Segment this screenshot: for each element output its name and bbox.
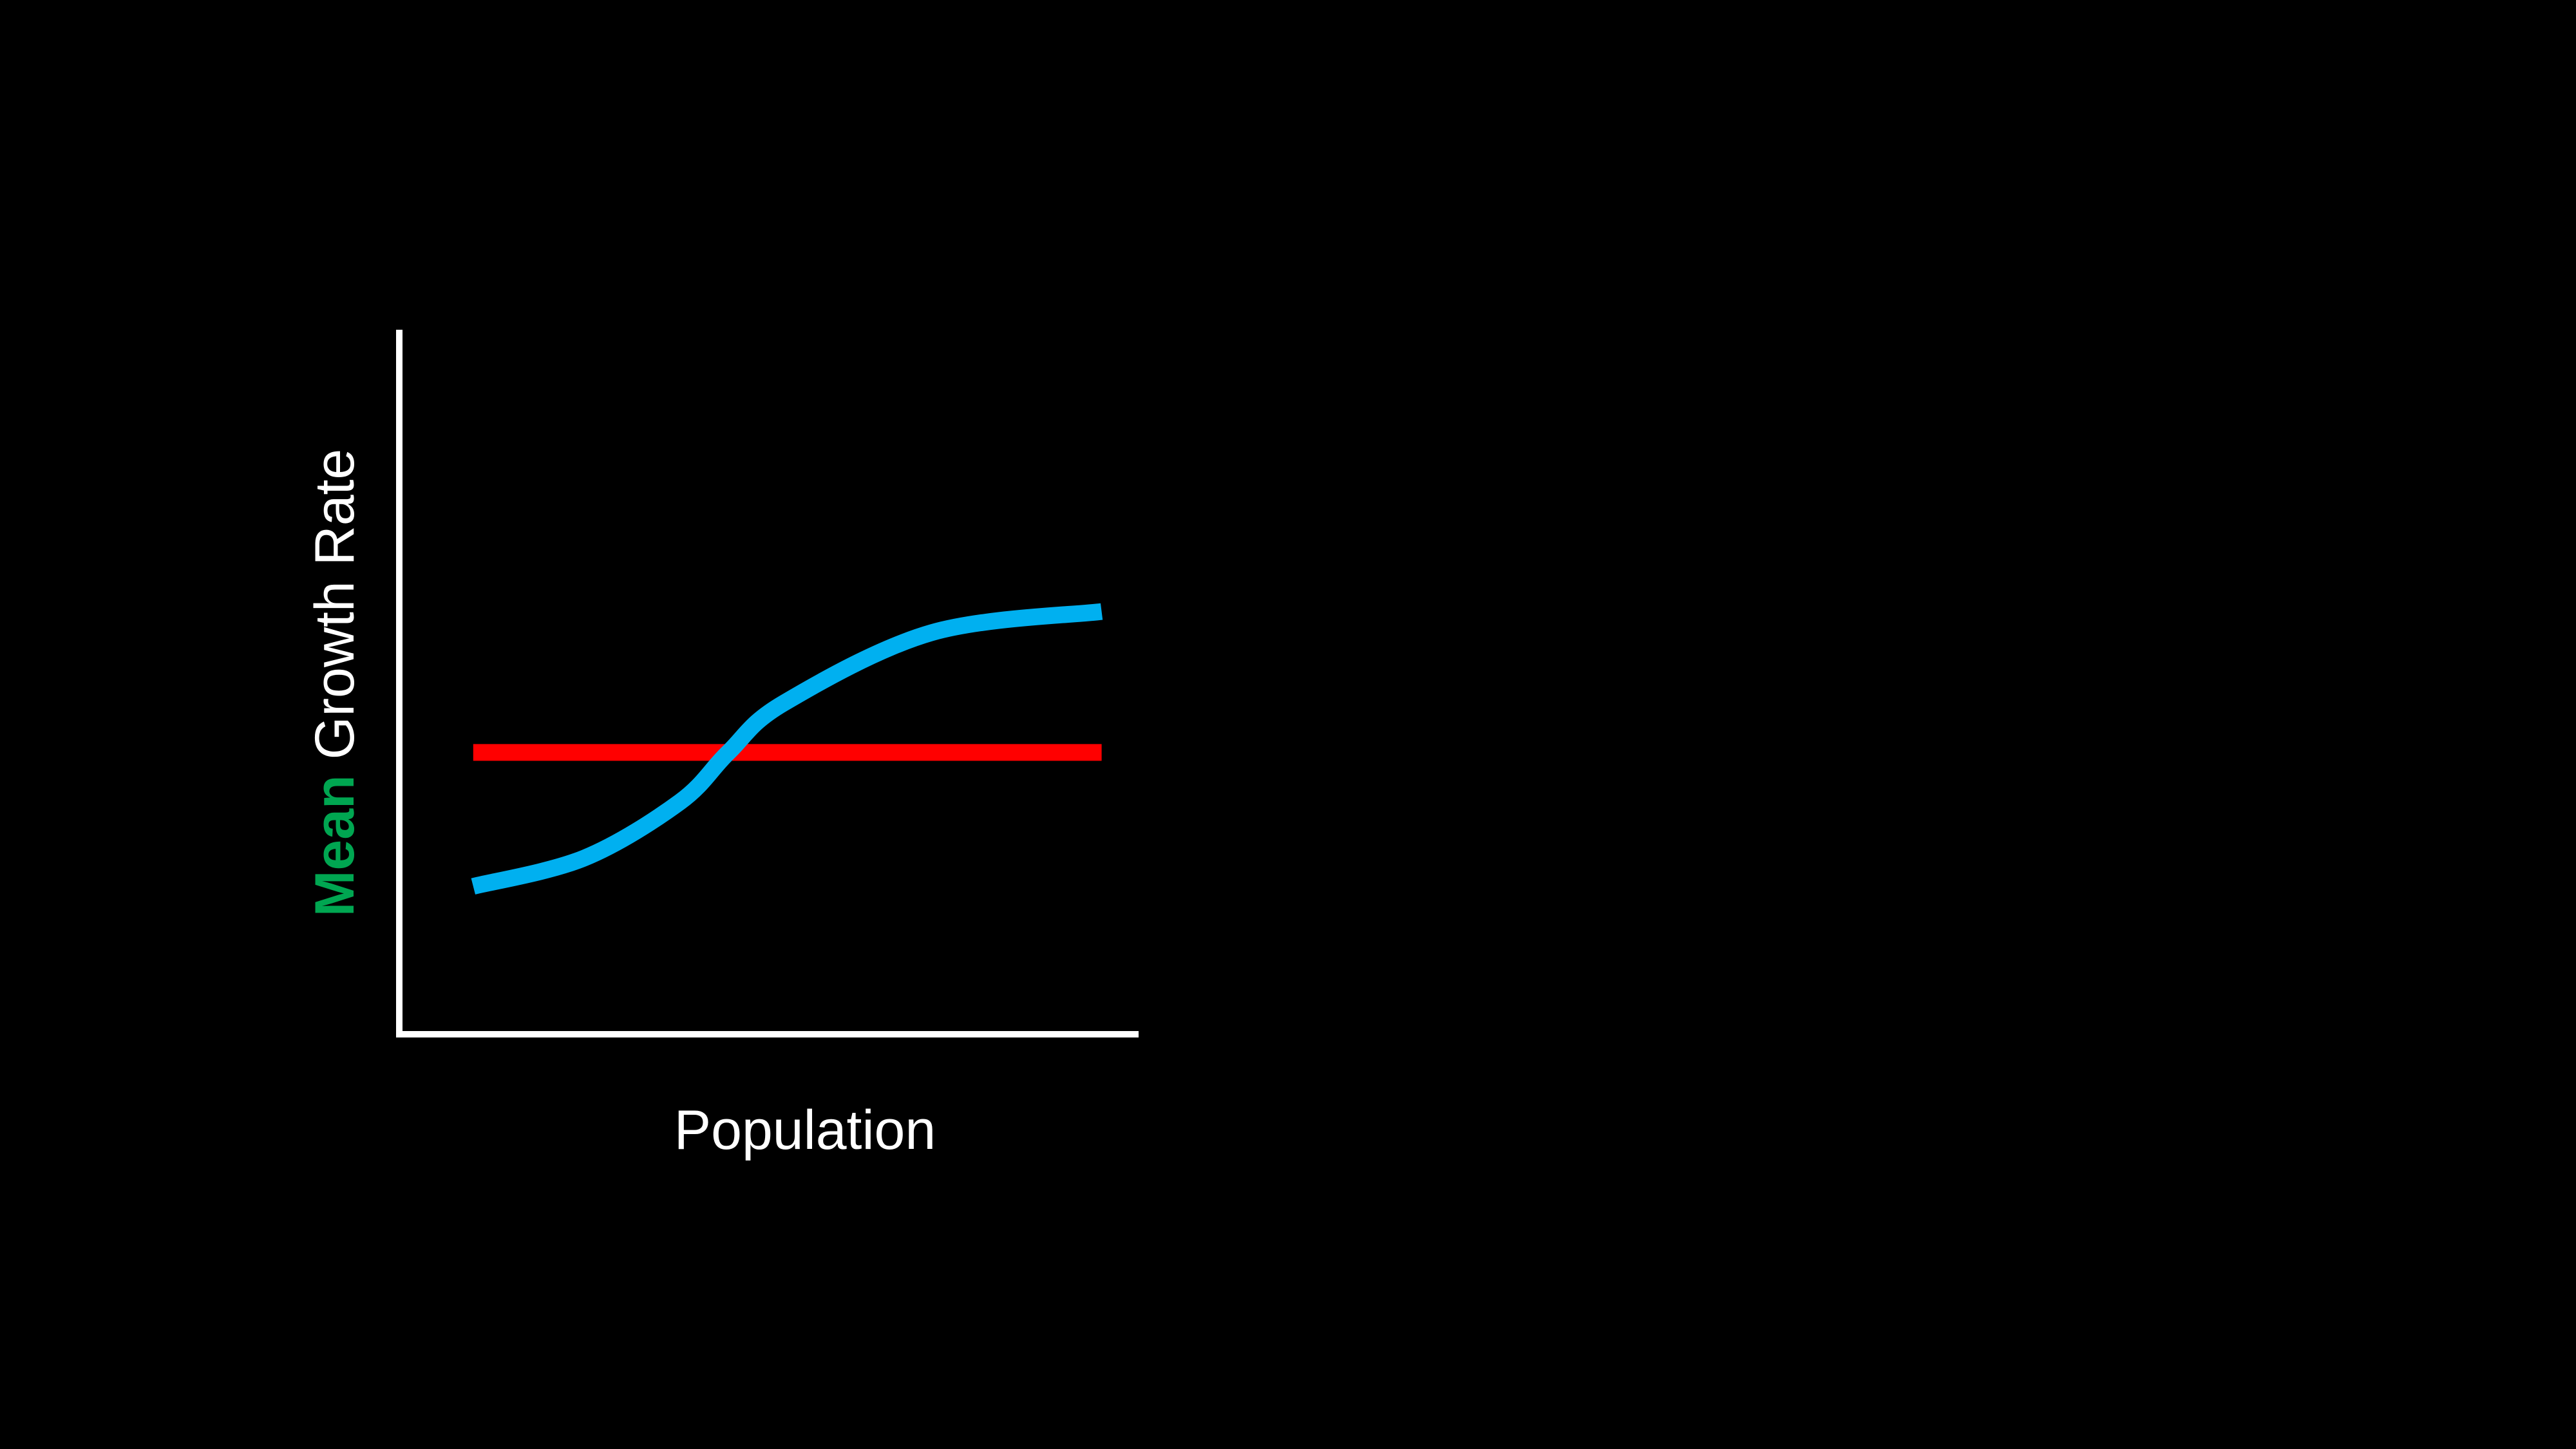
y-axis-label-text: Mean Growth Rate (299, 449, 370, 917)
x-axis-label: Population (674, 1099, 936, 1161)
series-line-2 (471, 603, 1103, 895)
series-layer (471, 603, 1103, 895)
y-axis-label-emphasis: Mean (304, 775, 366, 917)
y-axis-label-rest: Growth Rate (304, 448, 366, 760)
